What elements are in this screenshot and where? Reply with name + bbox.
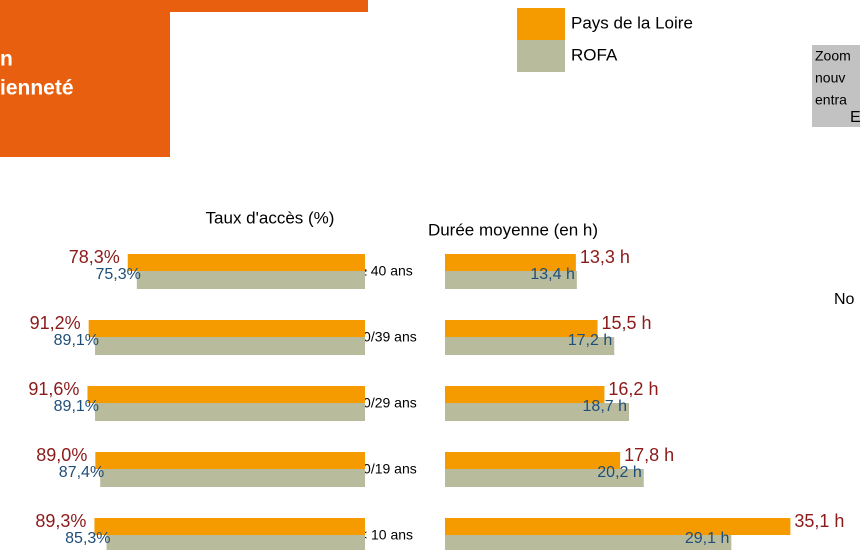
- bar: [445, 403, 630, 421]
- bar: [136, 271, 365, 289]
- legend-swatch: [517, 40, 565, 72]
- bar: [445, 535, 732, 550]
- bar: [445, 271, 577, 289]
- left-title: Taux d'accès (%): [206, 208, 335, 227]
- value-label: 78,3%: [69, 247, 120, 267]
- bar: [100, 469, 365, 487]
- value-label: 17,8 h: [624, 445, 674, 465]
- bar: [94, 518, 366, 535]
- bar: [127, 254, 365, 271]
- value-label: 89,1%: [54, 398, 99, 415]
- value-label: 85,3%: [65, 530, 110, 547]
- sidebar-box: [812, 45, 860, 127]
- bar: [87, 386, 366, 403]
- bar: [95, 337, 365, 355]
- bar: [445, 386, 605, 403]
- category-label: ≥ 40 ans: [359, 263, 413, 279]
- value-label: 91,2%: [30, 313, 81, 333]
- header-line: ienneté: [0, 77, 74, 100]
- legend-label: ROFA: [571, 45, 618, 64]
- sidebar-line: entra: [815, 92, 847, 108]
- value-label: 17,2 h: [568, 332, 612, 349]
- value-label: 20,2 h: [597, 464, 641, 481]
- value-label: 91,6%: [28, 379, 79, 399]
- category-label: 20/29 ans: [355, 395, 417, 411]
- value-label: 89,3%: [35, 511, 86, 531]
- top-bar: [0, 0, 368, 12]
- bar: [445, 337, 615, 355]
- bar: [88, 320, 365, 337]
- category-label: 10/19 ans: [355, 461, 417, 477]
- sidebar-line: Zoom: [815, 48, 851, 64]
- bar: [445, 518, 791, 535]
- sidebar-line: nouv: [815, 70, 845, 86]
- bar: [445, 469, 644, 487]
- value-label: 16,2 h: [608, 379, 658, 399]
- value-label: 89,0%: [36, 445, 87, 465]
- value-label: 89,1%: [54, 332, 99, 349]
- category-label: < 10 ans: [359, 527, 413, 543]
- value-label: 15,5 h: [602, 313, 652, 333]
- bar: [95, 403, 365, 421]
- value-label: 75,3%: [95, 266, 140, 283]
- right-title: Durée moyenne (en h): [428, 220, 598, 239]
- legend-swatch: [517, 8, 565, 40]
- value-label: 13,3 h: [580, 247, 630, 267]
- value-label: 13,4 h: [530, 266, 574, 283]
- sidebar-note: No: [834, 291, 855, 308]
- bar: [445, 254, 576, 271]
- header-line: n: [0, 48, 13, 71]
- sidebar-letter: E: [850, 109, 860, 126]
- bar: [445, 320, 598, 337]
- category-label: 30/39 ans: [355, 329, 417, 345]
- legend-label: Pays de la Loire: [571, 13, 693, 32]
- value-label: 35,1 h: [794, 511, 844, 531]
- value-label: 18,7 h: [583, 398, 627, 415]
- value-label: 87,4%: [59, 464, 104, 481]
- header-box: [0, 12, 170, 157]
- bar: [445, 452, 621, 469]
- bar: [95, 452, 365, 469]
- value-label: 29,1 h: [685, 530, 729, 547]
- bar: [106, 535, 365, 550]
